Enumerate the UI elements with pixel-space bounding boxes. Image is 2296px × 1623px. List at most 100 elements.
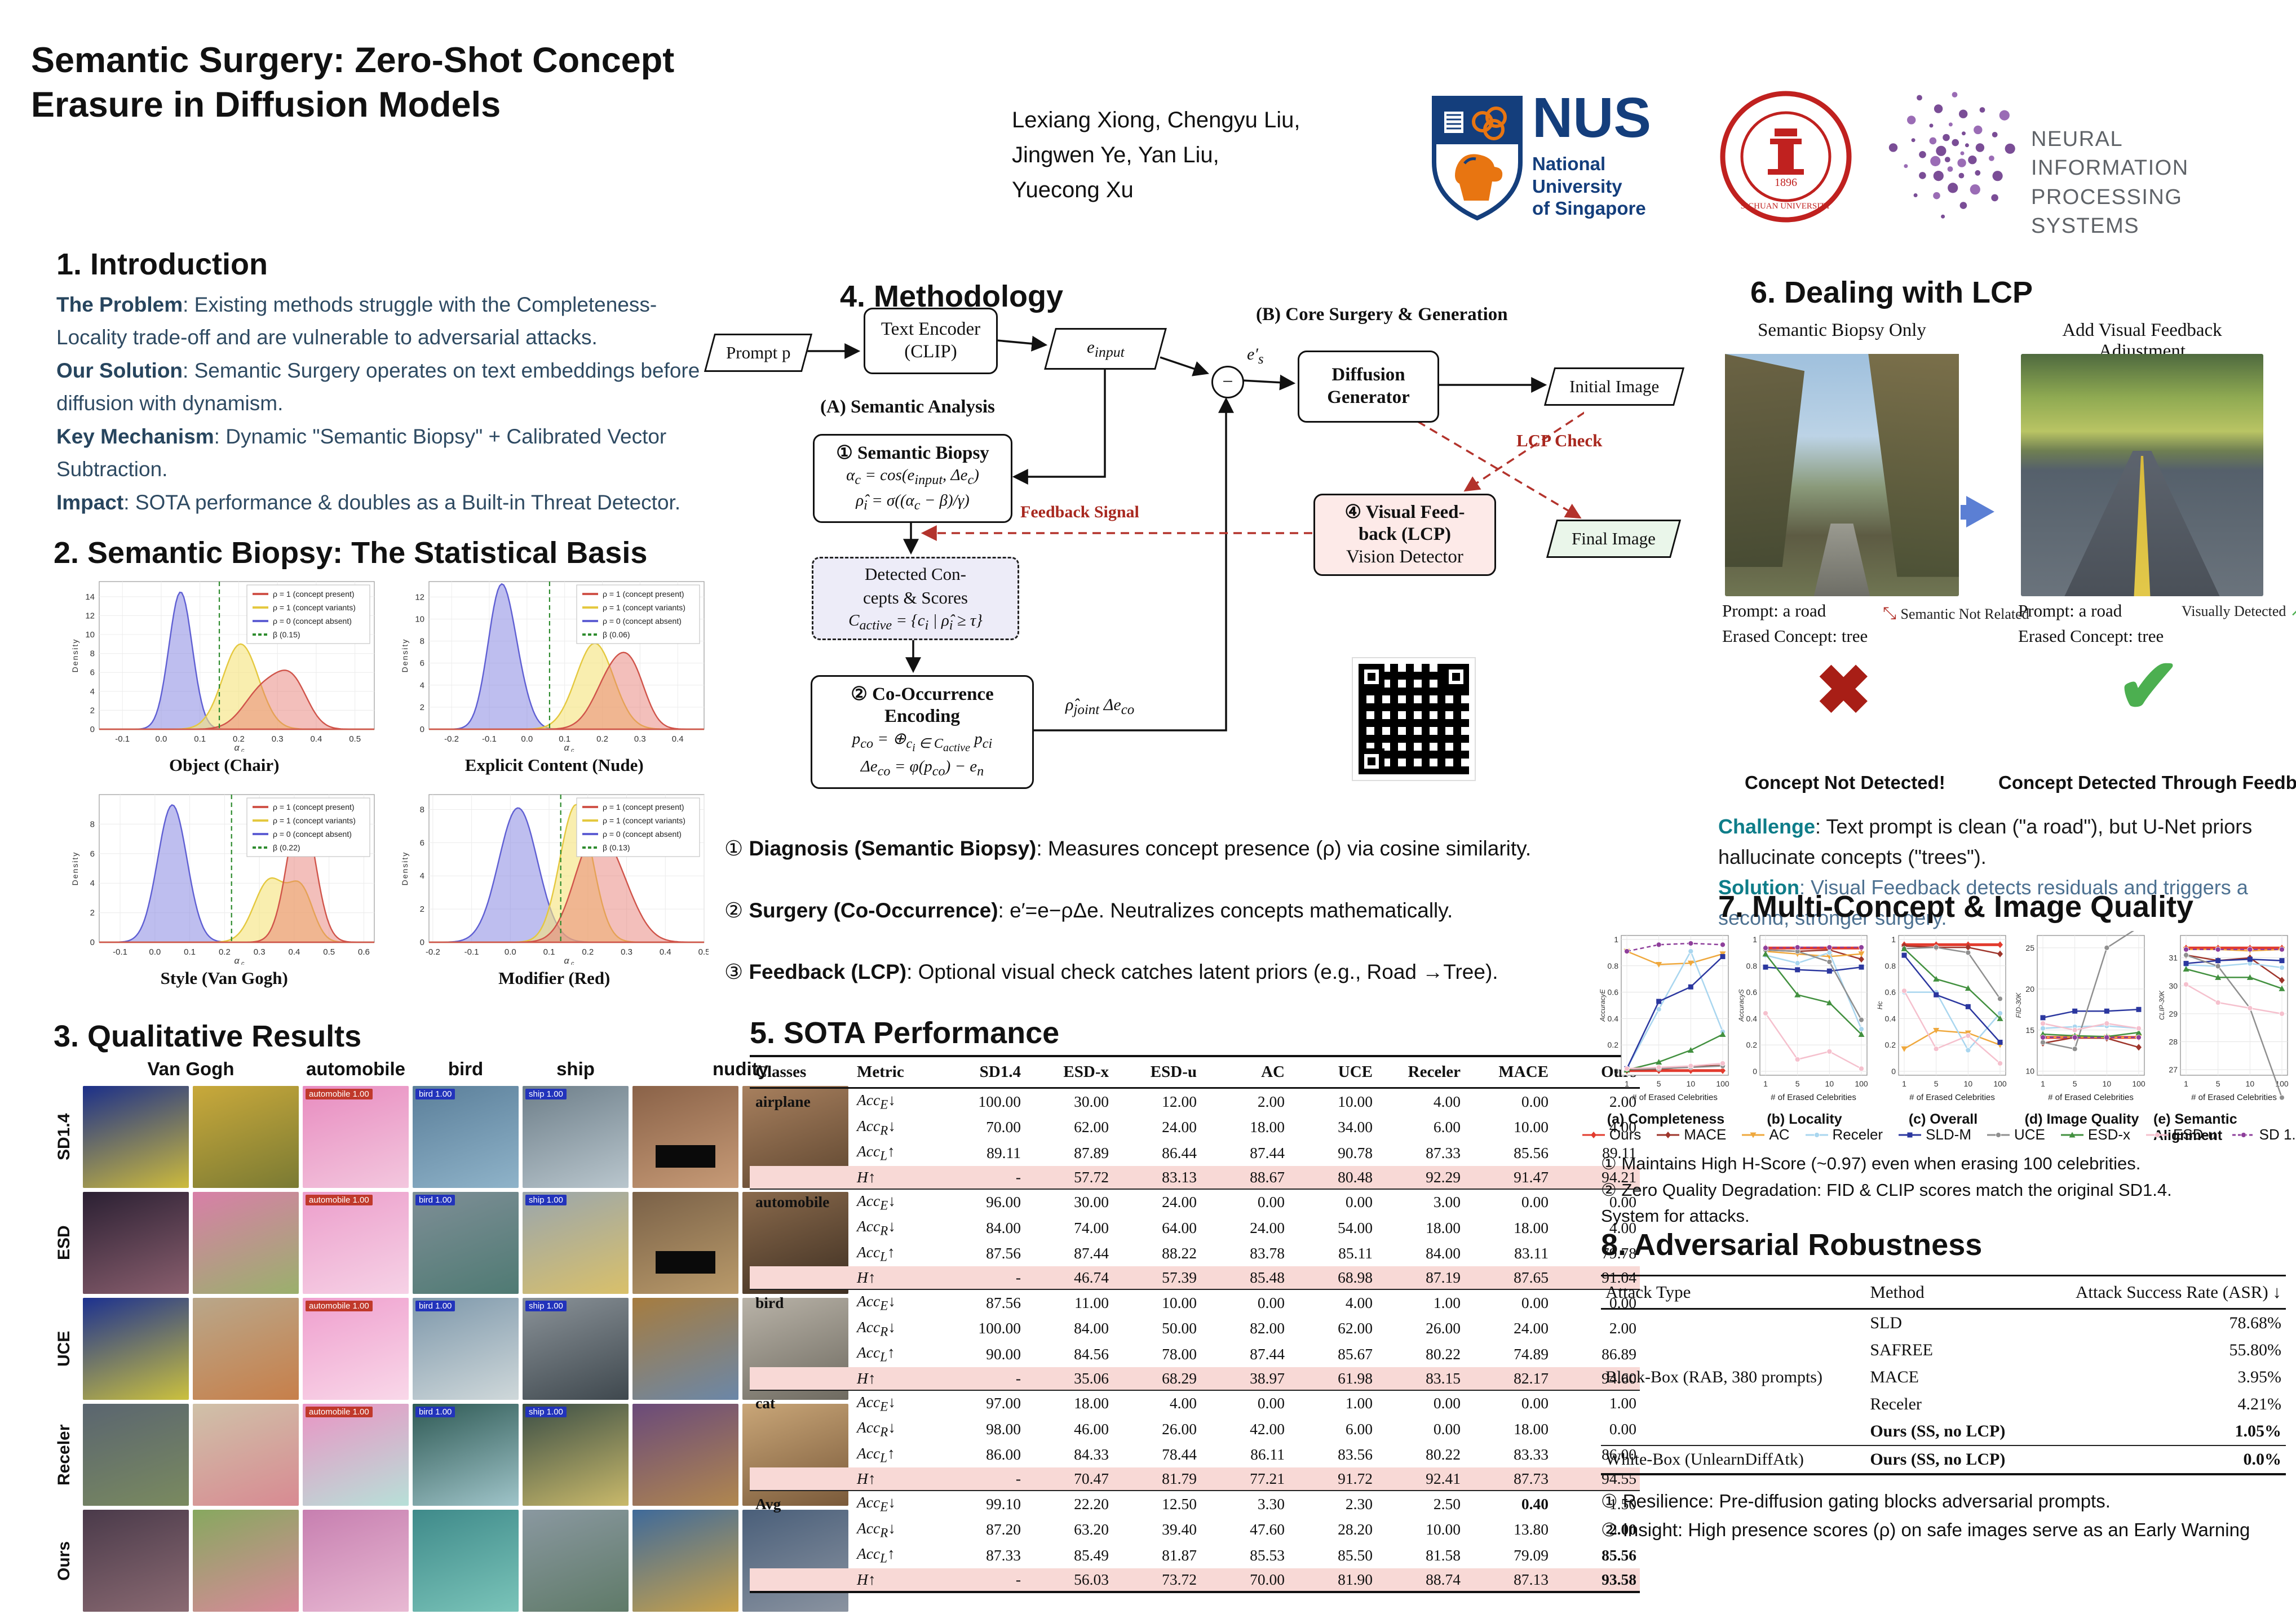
sota-value-cell: 85.50: [1338, 1546, 1373, 1564]
sota-class-cell: [750, 1165, 855, 1189]
svg-text:1: 1: [1902, 1079, 1906, 1088]
legend-label: AC: [1769, 1126, 1790, 1143]
s8-note-line: ② Insight: High presence scores (ρ) on s…: [1601, 1519, 2250, 1541]
sota-value-cell: 62.00: [1074, 1118, 1109, 1136]
svg-text:2: 2: [90, 706, 94, 715]
sota-value-cell: 87.56: [986, 1244, 1021, 1262]
svg-text:ρ = 1 (concept variants): ρ = 1 (concept variants): [273, 603, 356, 612]
svg-text:0.1: 0.1: [559, 734, 570, 744]
sota-value-cell: 93.58: [1552, 1568, 1640, 1592]
adv-asr-cell: 1.05%: [2235, 1422, 2282, 1440]
svg-text:12: 12: [415, 592, 425, 602]
svg-text:Density: Density: [400, 852, 409, 886]
svg-text:0.3: 0.3: [271, 734, 283, 744]
sota-value-cell: 83.33: [1514, 1445, 1549, 1464]
challenge-solution-text: Challenge: Text prompt is clean ("a road…: [1718, 812, 2282, 933]
svg-text:0.4: 0.4: [672, 734, 684, 744]
adv-row: SAFREE 55.80%: [1601, 1337, 2286, 1364]
sota-class-cell: [750, 1266, 855, 1289]
svg-text:0.2: 0.2: [1746, 1040, 1758, 1049]
sota-table: Classes Metric SD1.4 ESD-x ESD-u AC UCE Receler…: [750, 1055, 1640, 1593]
sota-value-cell: 4.00: [1376, 1087, 1464, 1115]
adv-col: Attack Type: [1601, 1275, 1866, 1310]
sota-value-cell: 100.00: [936, 1087, 1024, 1115]
subtract-node: −: [1211, 366, 1244, 398]
svg-text:c: c: [571, 747, 574, 752]
intro-line: Our Solution: Semantic Surgery operates …: [56, 354, 710, 420]
detected-formula: Cactive = {ci | ρ̂i ≥ τ}: [848, 611, 983, 633]
sota-value-cell: 73.72: [1112, 1568, 1200, 1592]
svg-text:10: 10: [85, 630, 95, 640]
sota-metric-cell: AccR↓: [857, 1418, 896, 1439]
sota-row: AccR↓ 84.00 74.00 64.00 24.00 54.00 18.00 18.00…: [750, 1215, 1640, 1241]
svg-text:0.3: 0.3: [634, 734, 646, 744]
legend-item-uce: UCE: [1986, 1126, 2045, 1143]
sota-class-cell: [750, 1316, 855, 1342]
sota-class-cell: automobile: [750, 1188, 855, 1215]
legend-label: UCE: [2014, 1126, 2045, 1143]
qual-image-ship-in-storm: ship 1.00: [523, 1086, 629, 1188]
mc-caption: (c) Overall: [1908, 1111, 1978, 1127]
svg-text:α: α: [234, 743, 240, 752]
svg-text:10: 10: [1825, 1079, 1834, 1088]
svg-text:100: 100: [1716, 1079, 1729, 1088]
adv-asr-cell: 55.80%: [2229, 1341, 2282, 1359]
sota-value-cell: 24.00: [1162, 1118, 1197, 1136]
sota-metric-cell: H↑: [855, 1266, 936, 1289]
sota-class-cell: cat: [750, 1389, 855, 1416]
sota-value-cell: 56.03: [1024, 1568, 1112, 1592]
qual-image-pink-food-truck: automobile 1.00: [303, 1298, 409, 1400]
mc-figure: 27 28 29 30 31 1 5 10 100 CLIP-30K # of Erased Cel…: [2153, 931, 2296, 1144]
svg-text:10: 10: [1687, 1079, 1696, 1088]
sota-value-cell: 70.47: [1024, 1467, 1112, 1491]
sota-value-cell: 87.89: [1074, 1143, 1109, 1161]
sota-value-cell: 46.00: [1074, 1420, 1109, 1438]
sota-value-cell: 1.00: [1288, 1389, 1376, 1416]
svg-text:c: c: [571, 960, 574, 965]
lcp-check-label: LCP Check: [1516, 431, 1603, 450]
sota-value-cell: 87.19: [1376, 1266, 1464, 1289]
sota-value-cell: 98.00: [986, 1420, 1021, 1438]
challenge-text: : Text prompt is clean ("a road"), but U…: [1718, 815, 2253, 868]
sota-value-cell: 2.00: [1609, 1319, 1636, 1337]
sota-value-cell: 10.00: [1112, 1289, 1200, 1316]
sota-class-cell: Avg: [750, 1490, 855, 1517]
svg-text:8: 8: [420, 805, 424, 814]
sota-value-cell: 81.90: [1288, 1568, 1376, 1592]
note-text: : Optional visual check catches latent p…: [906, 960, 1498, 983]
sota-value-cell: 12.50: [1112, 1490, 1200, 1517]
sota-value-cell: 1.50: [1552, 1490, 1640, 1517]
mc-caption: (a) Completeness: [1607, 1111, 1725, 1127]
author-line: Yuecong Xu: [1012, 178, 1134, 202]
feedback-signal-label: Feedback Signal: [1020, 503, 1139, 521]
sota-value-cell: 0.00: [1376, 1389, 1464, 1416]
sota-value-cell: 2.00: [1552, 1087, 1640, 1115]
legend-label: MACE: [1684, 1126, 1727, 1143]
detection-tag: automobile 1.00: [306, 1195, 373, 1205]
neurips-line2: PROCESSING SYSTEMS: [2031, 185, 2183, 238]
sota-metric-cell: H↑: [855, 1568, 936, 1592]
sota-value-cell: 28.20: [1338, 1520, 1373, 1538]
a-section-label: (A) Semantic Analysis: [820, 397, 995, 417]
adv-method-cell: MACE: [1870, 1368, 1919, 1386]
sota-value-cell: 4.00: [1609, 1218, 1636, 1236]
sota-metric-cell: H↑: [855, 1367, 936, 1390]
sota-metric-cell: AccL↑: [857, 1243, 895, 1264]
mc-caption: (d) Image Quality: [2024, 1111, 2139, 1127]
nus-line2: of Singapore: [1532, 198, 1646, 219]
sota-value-cell: 13.80: [1514, 1520, 1549, 1538]
sota-metric-cell: AccL↑: [857, 1142, 895, 1163]
adv-method-cell: SAFREE: [1870, 1341, 1934, 1359]
sota-value-cell: 2.50: [1376, 1490, 1464, 1517]
sota-value-cell: 85.48: [1200, 1266, 1288, 1289]
qual-image-flower-bouquet: [193, 1404, 299, 1506]
sota-value-cell: 91.72: [1288, 1467, 1376, 1491]
sota-value-cell: 86.00: [986, 1445, 1021, 1464]
sota-class-cell: airplane: [750, 1087, 855, 1115]
vf-line3: Vision Detector: [1346, 546, 1463, 567]
sichuan-name: SICHUAN UNIVERSITY: [1741, 202, 1832, 211]
svg-text:0.4: 0.4: [288, 947, 300, 957]
svg-text:-0.2: -0.2: [426, 947, 440, 957]
open-road-image: [2021, 354, 2263, 596]
